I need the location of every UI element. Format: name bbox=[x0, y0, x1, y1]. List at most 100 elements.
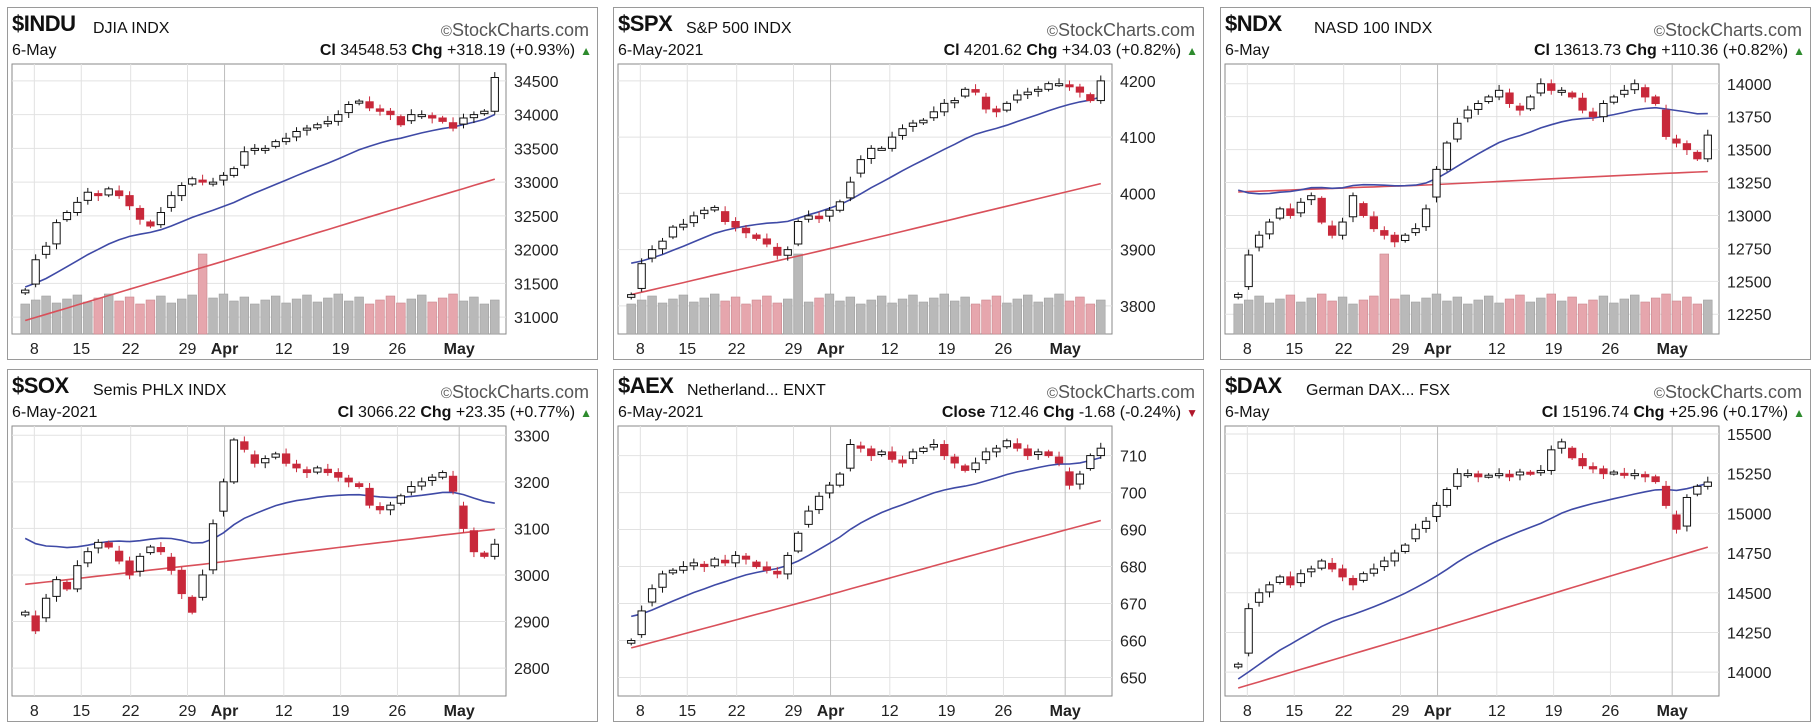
volume-bar bbox=[876, 295, 887, 335]
candle-body bbox=[480, 552, 489, 557]
candle-body bbox=[835, 201, 845, 211]
volume-bar bbox=[1400, 294, 1410, 335]
quote-values: Cl 4201.62 Chg +34.03 (+0.82%) ▲ bbox=[944, 42, 1198, 60]
candle-body bbox=[877, 451, 886, 455]
candle-body bbox=[710, 206, 719, 211]
x-tick-label: 19 bbox=[332, 341, 350, 358]
y-tick-label: 13250 bbox=[1727, 176, 1772, 193]
y-tick-label: 3200 bbox=[514, 475, 550, 492]
index-name: DJIA bbox=[93, 20, 127, 37]
candle-body bbox=[281, 137, 291, 143]
volume-bar bbox=[1369, 295, 1379, 335]
volume-bar bbox=[1671, 300, 1682, 335]
volume-bar bbox=[406, 298, 416, 335]
x-tick-label: 26 bbox=[995, 703, 1013, 720]
x-tick-label: 19 bbox=[938, 341, 956, 358]
candle-body bbox=[1609, 471, 1619, 475]
volume-bar bbox=[1064, 300, 1075, 335]
change-value: +23.35 (+0.77%) bbox=[455, 404, 576, 421]
y-tick-label: 4200 bbox=[1120, 74, 1156, 91]
volume-bar bbox=[1075, 296, 1085, 335]
candle-body bbox=[313, 467, 322, 473]
chart-panel-indu: $INDU DJIA INDX ©StockCharts.com 6-May Cl 34… bbox=[7, 7, 598, 360]
volume-bar bbox=[93, 297, 103, 335]
candle-body bbox=[1086, 94, 1095, 102]
candle-body bbox=[1641, 87, 1650, 98]
change-label: Chg bbox=[1625, 42, 1657, 59]
change-value: +34.03 (+0.82%) bbox=[1061, 42, 1182, 59]
volume-bar bbox=[114, 300, 124, 335]
volume-bar bbox=[281, 302, 291, 335]
y-tick-label: 34500 bbox=[514, 74, 559, 91]
candle-body bbox=[1494, 473, 1504, 477]
volume-bar bbox=[1473, 299, 1483, 335]
index-name: S&P 500 bbox=[686, 20, 749, 37]
x-tick-label: 12 bbox=[1488, 341, 1506, 358]
x-tick-label: May bbox=[1657, 703, 1688, 720]
x-tick-label: Apr bbox=[211, 703, 239, 720]
x-tick-label: 8 bbox=[30, 703, 39, 720]
volume-bar bbox=[918, 301, 929, 335]
candle-body bbox=[752, 234, 761, 239]
plot-area bbox=[617, 63, 1113, 335]
volume-bar bbox=[1483, 295, 1494, 335]
x-tick-label: Apr bbox=[817, 703, 845, 720]
close-label: Cl bbox=[1541, 404, 1558, 421]
index-name: Netherland... bbox=[687, 382, 779, 399]
candle-body bbox=[1567, 92, 1577, 98]
candle-body bbox=[971, 89, 980, 93]
volume-bar bbox=[981, 299, 991, 335]
candle-body bbox=[1380, 560, 1389, 568]
candle-body bbox=[1588, 466, 1598, 470]
volume-bar bbox=[1703, 299, 1713, 335]
candle-body bbox=[1682, 496, 1692, 527]
stockcharts-logo: ©StockCharts.com bbox=[1047, 20, 1195, 41]
candle-body bbox=[762, 238, 772, 245]
quote-line: 6-May-2021 Close 712.46 Chg -1.68 (-0.24%… bbox=[618, 404, 1198, 424]
volume-bar bbox=[730, 296, 741, 335]
volume-bar bbox=[270, 295, 281, 335]
close-value: 13613.73 bbox=[1554, 42, 1622, 59]
volume-bar bbox=[908, 294, 918, 335]
candle-body bbox=[1369, 216, 1379, 230]
candle-body bbox=[1044, 451, 1053, 457]
candle-body bbox=[1703, 481, 1712, 487]
volume-bar bbox=[1379, 253, 1389, 335]
quote-date: 6-May-2021 bbox=[618, 404, 704, 421]
candle-body bbox=[647, 249, 657, 259]
candle-body bbox=[1390, 234, 1399, 243]
candle-body bbox=[229, 168, 239, 176]
volume-bar bbox=[229, 300, 239, 335]
candle-body bbox=[898, 128, 907, 136]
candle-body bbox=[1484, 96, 1493, 103]
candle-body bbox=[334, 114, 343, 122]
volume-bar bbox=[626, 303, 636, 335]
x-tick-label: 29 bbox=[1392, 341, 1410, 358]
x-tick-label: 19 bbox=[1545, 703, 1563, 720]
volume-bar bbox=[1557, 300, 1567, 335]
panel-header: $INDU DJIA INDX ©StockCharts.com bbox=[8, 8, 597, 40]
stockcharts-logo: ©StockCharts.com bbox=[1047, 382, 1195, 403]
candle-body bbox=[167, 195, 176, 208]
volume-bar bbox=[364, 303, 375, 335]
candle-body bbox=[762, 566, 772, 571]
chart-panel-aex: $AEX Netherland... ENXT ©StockCharts.com 6-… bbox=[613, 369, 1204, 722]
x-tick-label: Apr bbox=[817, 341, 845, 358]
chart-panel-ndx: $NDX NASD 100 INDX ©StockCharts.com 6-May Cl… bbox=[1220, 7, 1811, 360]
symbol-label: $SOX bbox=[12, 373, 69, 398]
volume-bar bbox=[396, 302, 406, 335]
candle-body bbox=[1338, 221, 1347, 236]
volume-bar bbox=[197, 253, 208, 335]
y-tick-label: 3100 bbox=[514, 521, 550, 538]
candle-body bbox=[1547, 449, 1556, 471]
candle-body bbox=[1086, 455, 1095, 470]
candle-body bbox=[177, 185, 186, 197]
candle-body bbox=[929, 111, 938, 119]
stockcharts-logo: ©StockCharts.com bbox=[441, 20, 589, 41]
candle-body bbox=[1703, 134, 1712, 160]
y-tick-label: 15250 bbox=[1727, 467, 1772, 484]
candle-body bbox=[950, 456, 959, 464]
candle-body bbox=[1286, 576, 1295, 586]
candle-body bbox=[1065, 471, 1074, 486]
volume-bar bbox=[1002, 302, 1012, 335]
